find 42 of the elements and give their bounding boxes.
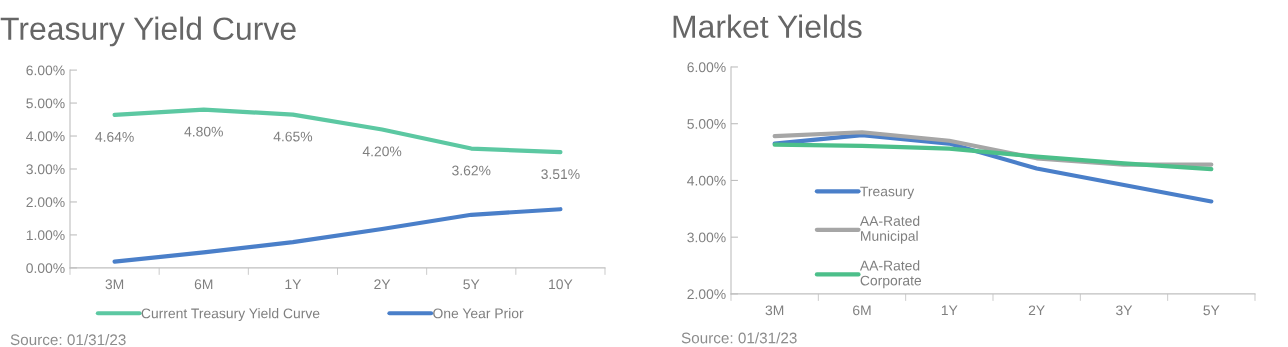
source-note: Source: 01/31/23 <box>10 333 126 346</box>
x-tick-label: 1Y <box>285 279 302 290</box>
y-tick-label: 6.00% <box>26 65 65 76</box>
line-series <box>112 207 563 264</box>
y-tick-label: 5.00% <box>26 98 65 109</box>
y-tick-label: 0.00% <box>26 263 65 274</box>
data-label: 3.62% <box>452 165 491 176</box>
line-series <box>772 142 1214 172</box>
legend-label: AA-Rated Corporate <box>859 260 922 289</box>
chart-title: Market Yields <box>673 14 862 38</box>
legend-label: One Year Prior <box>433 308 524 319</box>
legend-label: Current Treasury Yield Curve <box>141 308 320 322</box>
x-tick-label: 3Y <box>1116 305 1133 316</box>
data-label: 4.80% <box>184 126 223 137</box>
y-tick-label: 2.00% <box>26 197 65 208</box>
y-tick-label: 5.00% <box>687 119 726 129</box>
x-tick-label: 6M <box>194 279 213 290</box>
x-tick-label: 6M <box>853 305 871 316</box>
y-tick-label: 1.00% <box>26 230 65 241</box>
y-tick-label: 3.00% <box>687 232 726 243</box>
y-tick-label: 2.00% <box>687 289 726 300</box>
legend-label: AA-Rated Municipal <box>859 215 920 244</box>
x-tick-label: 5Y <box>463 279 480 290</box>
x-tick-label: 2Y <box>1028 305 1045 316</box>
x-tick-label: 10Y <box>549 279 573 290</box>
x-tick-label: 3M <box>765 305 784 316</box>
x-tick-label: 3M <box>105 279 124 290</box>
data-label: 3.51% <box>541 169 580 180</box>
data-label: 4.65% <box>273 131 313 142</box>
x-tick-label: 1Y <box>941 305 958 316</box>
chart-title: Treasury Yield Curve <box>0 16 296 47</box>
y-tick-label: 6.00% <box>687 62 726 73</box>
data-label: 4.20% <box>362 146 402 157</box>
x-tick-label: 5Y <box>1203 305 1220 316</box>
legend-label: Treasury <box>860 186 915 200</box>
y-tick-label: 4.00% <box>687 175 726 186</box>
source-note: Source: 01/31/23 <box>681 332 797 344</box>
line-series <box>772 132 1214 204</box>
data-label: 4.64% <box>95 131 134 142</box>
y-tick-label: 4.00% <box>26 131 65 142</box>
x-tick-label: 2Y <box>374 279 391 290</box>
y-tick-label: 3.00% <box>26 164 65 175</box>
